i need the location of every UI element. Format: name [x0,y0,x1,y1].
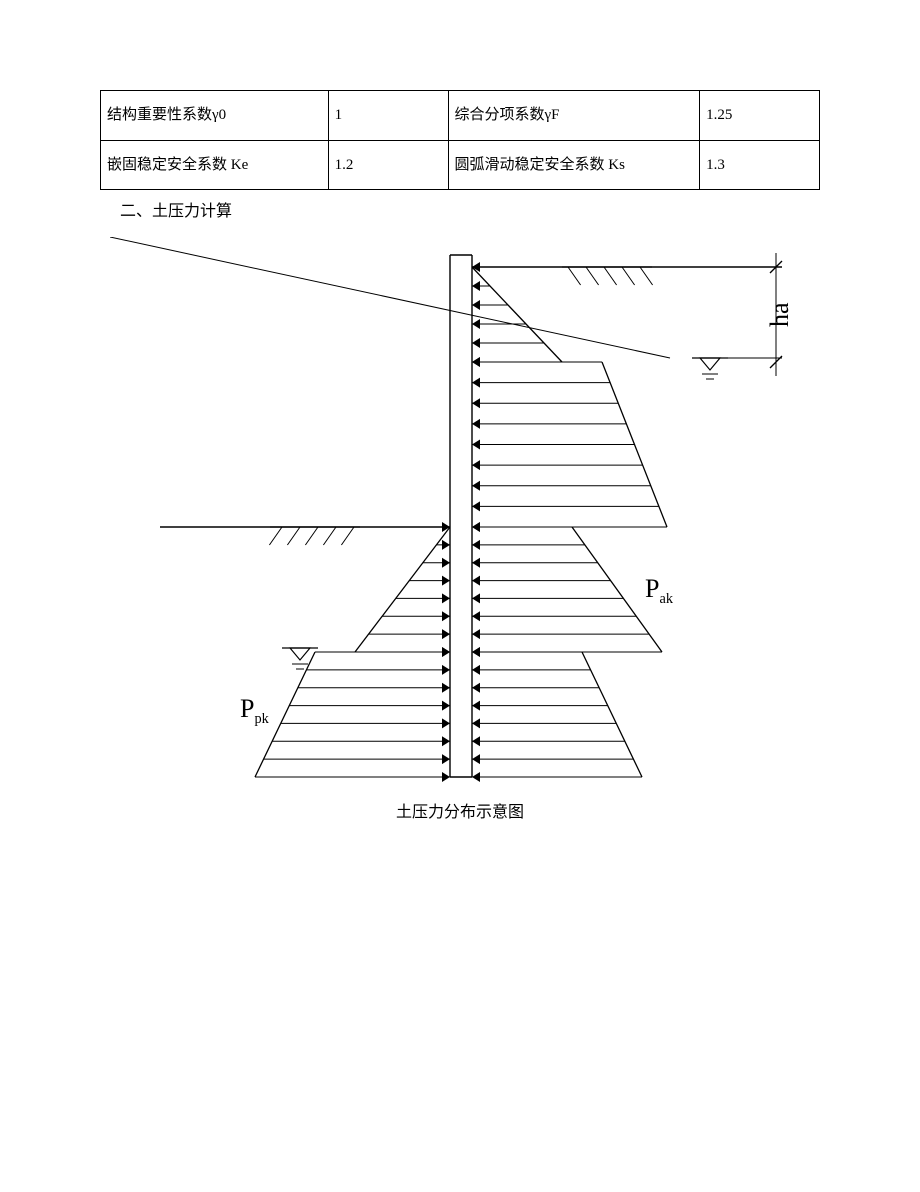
parameter-table: 结构重要性系数γ0 1 综合分项系数γF 1.25 嵌固稳定安全系数 Ke 1.… [100,90,820,190]
table-row: 嵌固稳定安全系数 Ke 1.2 圆弧滑动稳定安全系数 Ks 1.3 [101,140,820,190]
param-label: 圆弧滑动稳定安全系数 Ks [448,140,700,190]
table-row: 结构重要性系数γ0 1 综合分项系数γF 1.25 [101,91,820,141]
param-label: 嵌固稳定安全系数 Ke [101,140,329,190]
param-value: 1.2 [328,140,448,190]
diagram-caption: 土压力分布示意图 [0,798,920,822]
param-value: 1.3 [700,140,820,190]
param-value: 1.25 [700,91,820,141]
svg-text:Pak: Pak [645,574,674,607]
section-heading: 二、土压力计算 [120,198,920,227]
param-label: 综合分项系数γF [448,91,700,141]
param-value: 1 [328,91,448,141]
param-label: 结构重要性系数γ0 [101,91,329,141]
svg-text:Ppk: Ppk [240,694,270,727]
svg-text:ha: ha [765,302,794,327]
earth-pressure-diagram: ha Pak Ppk [110,237,810,792]
